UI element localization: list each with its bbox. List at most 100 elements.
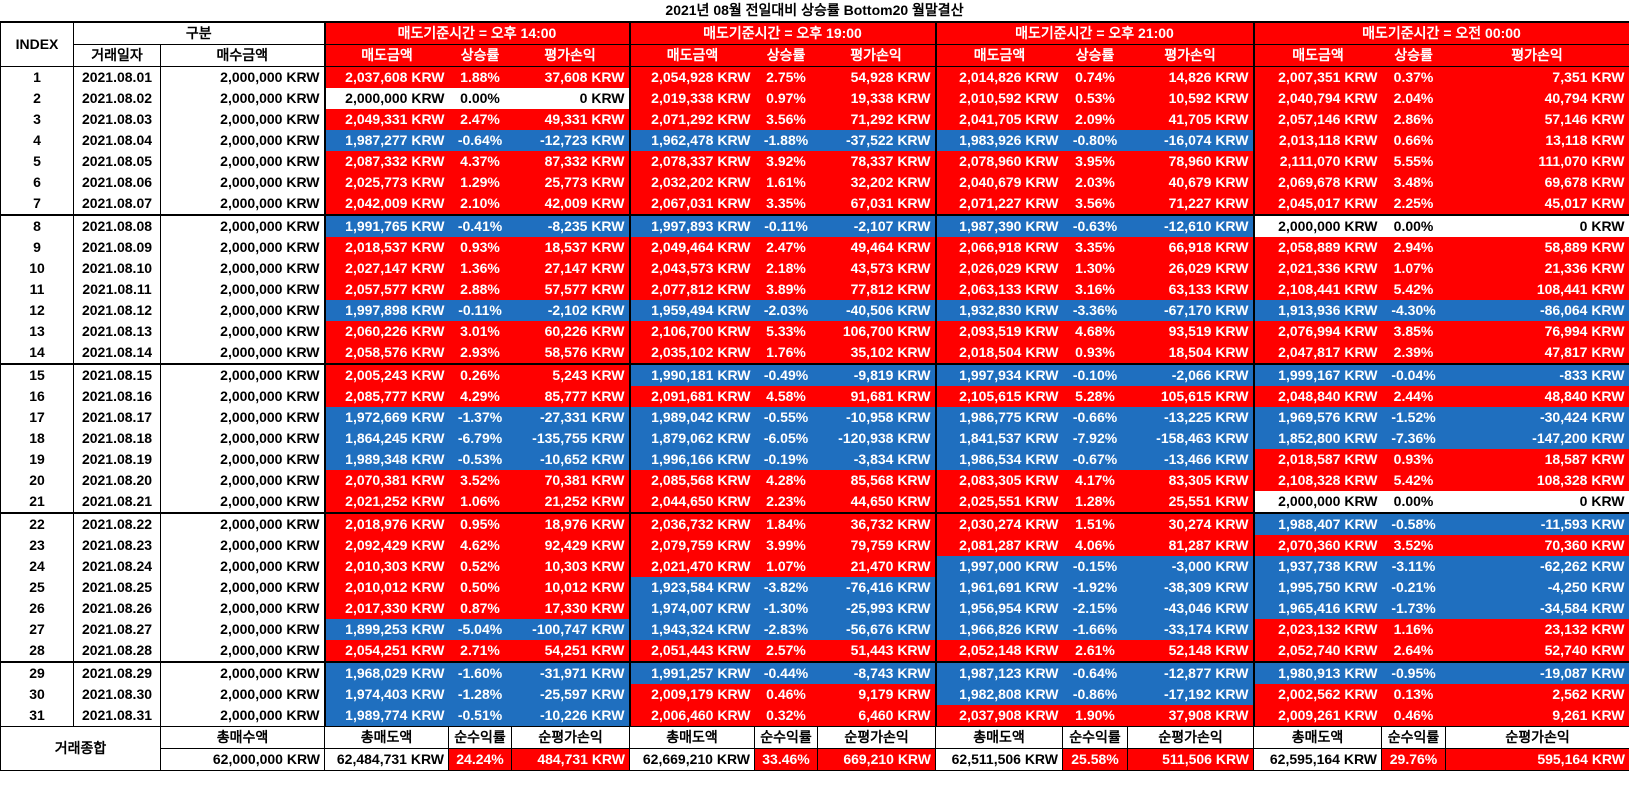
table-row: 1 2021.08.01 2,000,000 KRW 2,037,608 KRW 1.8… [0, 66, 1629, 88]
buy-amount-cell: 2,000,000 KRW [159, 470, 326, 491]
rate-cell: -1.52% [1381, 407, 1446, 428]
sell-amount-cell: 2,018,537 KRW [323, 237, 449, 258]
eval-cell: 30,274 KRW [1127, 513, 1255, 535]
index-cell: 20 [0, 470, 74, 491]
sell-amount-cell: 2,067,031 KRW [628, 193, 755, 216]
sell-amount-cell: 2,000,000 KRW [1252, 215, 1382, 237]
trade-date-cell: 2021.08.26 [73, 598, 161, 619]
rate-cell: 2.23% [754, 491, 818, 514]
rate-cell: -0.41% [448, 215, 512, 237]
sell-amount-cell: 2,070,360 KRW [1252, 535, 1382, 556]
table-row: 29 2021.08.29 2,000,000 KRW 1,968,029 KRW -1… [0, 662, 1629, 684]
sell-amount-cell: 2,047,817 KRW [1252, 342, 1382, 365]
trade-date-cell: 2021.08.01 [73, 66, 161, 88]
trade-date-cell: 2021.08.14 [73, 342, 161, 365]
trade-date-cell: 2021.08.28 [73, 640, 161, 663]
rate-cell: 0.93% [1062, 342, 1128, 365]
table-row: 4 2021.08.04 2,000,000 KRW 1,987,277 KRW -0.… [0, 130, 1629, 151]
sell-amount-cell: 2,045,017 KRW [1252, 193, 1382, 216]
net-eval-value: 669,210 KRW [817, 748, 937, 771]
eval-cell: 58,576 KRW [511, 342, 631, 365]
group-header-1900: 매도기준시간 = 오후 19:00 [628, 22, 937, 45]
eval-cell: -120,938 KRW [817, 428, 937, 449]
eval-cell: 51,443 KRW [817, 640, 937, 663]
rate-cell: 3.35% [1062, 237, 1128, 258]
rate-cell: 2.10% [448, 193, 512, 216]
rate-cell: 3.85% [1381, 321, 1446, 342]
index-cell: 4 [0, 130, 74, 151]
table-row: 7 2021.08.07 2,000,000 KRW 2,042,009 KRW 2.1… [0, 193, 1629, 216]
trade-date-cell: 2021.08.16 [73, 386, 161, 407]
trade-date-cell: 2021.08.21 [73, 491, 161, 514]
eval-cell: 78,960 KRW [1127, 151, 1255, 172]
results-table: INDEX 구분 매도기준시간 = 오후 14:00 매도기준시간 = 오후 1… [0, 22, 1629, 771]
rate-cell: 0.26% [448, 364, 512, 386]
sell-amount-cell: 2,054,251 KRW [323, 640, 449, 663]
rate-cell: 0.00% [1381, 215, 1446, 237]
trade-date-cell: 2021.08.02 [73, 88, 161, 109]
sell-amount-cell: 2,025,551 KRW [934, 491, 1063, 514]
buy-amount-cell: 2,000,000 KRW [159, 428, 326, 449]
eval-cell: -10,958 KRW [817, 407, 937, 428]
rate-cell: -1.92% [1062, 577, 1128, 598]
sell-amount-cell: 2,085,777 KRW [323, 386, 449, 407]
table-row: 3 2021.08.03 2,000,000 KRW 2,049,331 KRW 2.4… [0, 109, 1629, 130]
buy-amount-cell: 2,000,000 KRW [159, 151, 326, 172]
sell-amount-cell: 2,049,331 KRW [323, 109, 449, 130]
eval-cell: 23,132 KRW [1445, 619, 1629, 640]
eval-cell: 52,148 KRW [1127, 640, 1255, 663]
buy-amount-cell: 2,000,000 KRW [159, 705, 326, 727]
eval-cell: 43,573 KRW [817, 258, 937, 279]
table-row: 5 2021.08.05 2,000,000 KRW 2,087,332 KRW 4.3… [0, 151, 1629, 172]
rate-cell: 0.66% [1381, 130, 1446, 151]
sell-amount-cell: 2,105,615 KRW [934, 386, 1063, 407]
net-rate-label: 순수익률 [1062, 726, 1129, 749]
sell-amount-cell: 2,036,732 KRW [628, 513, 755, 535]
sell-amount-cell: 1,841,537 KRW [934, 428, 1063, 449]
index-cell: 23 [0, 535, 74, 556]
sell-amount-cell: 2,108,328 KRW [1252, 470, 1382, 491]
sell-amount-cell: 1,972,669 KRW [323, 407, 449, 428]
total-sell-label: 총매도액 [324, 726, 450, 749]
sell-amount-cell: 2,052,740 KRW [1252, 640, 1382, 663]
sell-amount-cell: 1,989,348 KRW [323, 449, 449, 470]
sell-amount-cell: 1,962,478 KRW [628, 130, 755, 151]
eval-cell: 83,305 KRW [1127, 470, 1255, 491]
rate-cell: -1.37% [448, 407, 512, 428]
sell-amount-cell: 2,071,292 KRW [628, 109, 755, 130]
total-sell-value: 62,669,210 KRW [629, 748, 756, 771]
rate-cell: 3.16% [1062, 279, 1128, 300]
sell-amount-cell: 2,018,587 KRW [1252, 449, 1382, 470]
trade-date-cell: 2021.08.25 [73, 577, 161, 598]
sell-amount-cell: 1,986,775 KRW [934, 407, 1063, 428]
index-cell: 8 [0, 215, 74, 237]
table-row: 24 2021.08.24 2,000,000 KRW 2,010,303 KRW 0.… [0, 556, 1629, 577]
sell-amount-cell: 1,937,738 KRW [1252, 556, 1382, 577]
eval-cell: 17,330 KRW [511, 598, 631, 619]
rate-cell: 2.86% [1381, 109, 1446, 130]
sell-amount-cell: 2,017,330 KRW [323, 598, 449, 619]
sell-amount-cell: 2,037,608 KRW [323, 66, 449, 88]
table-row: 15 2021.08.15 2,000,000 KRW 2,005,243 KRW 0.… [0, 364, 1629, 386]
rate-cell: 0.87% [448, 598, 512, 619]
eval-cell: 13,118 KRW [1445, 130, 1629, 151]
sell-amount-cell: 2,108,441 KRW [1252, 279, 1382, 300]
rate-cell: 0.00% [448, 88, 512, 109]
rate-cell: 2.61% [1062, 640, 1128, 663]
sell-amount-cell: 1,987,390 KRW [934, 215, 1063, 237]
rate-cell: -2.03% [754, 300, 818, 321]
trade-date-cell: 2021.08.08 [73, 215, 161, 237]
buy-amount-cell: 2,000,000 KRW [159, 193, 326, 216]
sell-amount-cell: 1,997,898 KRW [323, 300, 449, 321]
trade-date-cell: 2021.08.09 [73, 237, 161, 258]
trade-date-cell: 2021.08.03 [73, 109, 161, 130]
eval-cell: -16,074 KRW [1127, 130, 1255, 151]
sell-amount-cell: 2,010,012 KRW [323, 577, 449, 598]
eval-header: 평가손익 [817, 44, 937, 67]
buy-amount-cell: 2,000,000 KRW [159, 491, 326, 514]
rate-header: 상승률 [448, 44, 512, 67]
eval-cell: 60,226 KRW [511, 321, 631, 342]
net-rate-label: 순수익률 [754, 726, 819, 749]
eval-cell: 19,338 KRW [817, 88, 937, 109]
sell-amount-cell: 1,991,257 KRW [628, 662, 755, 684]
